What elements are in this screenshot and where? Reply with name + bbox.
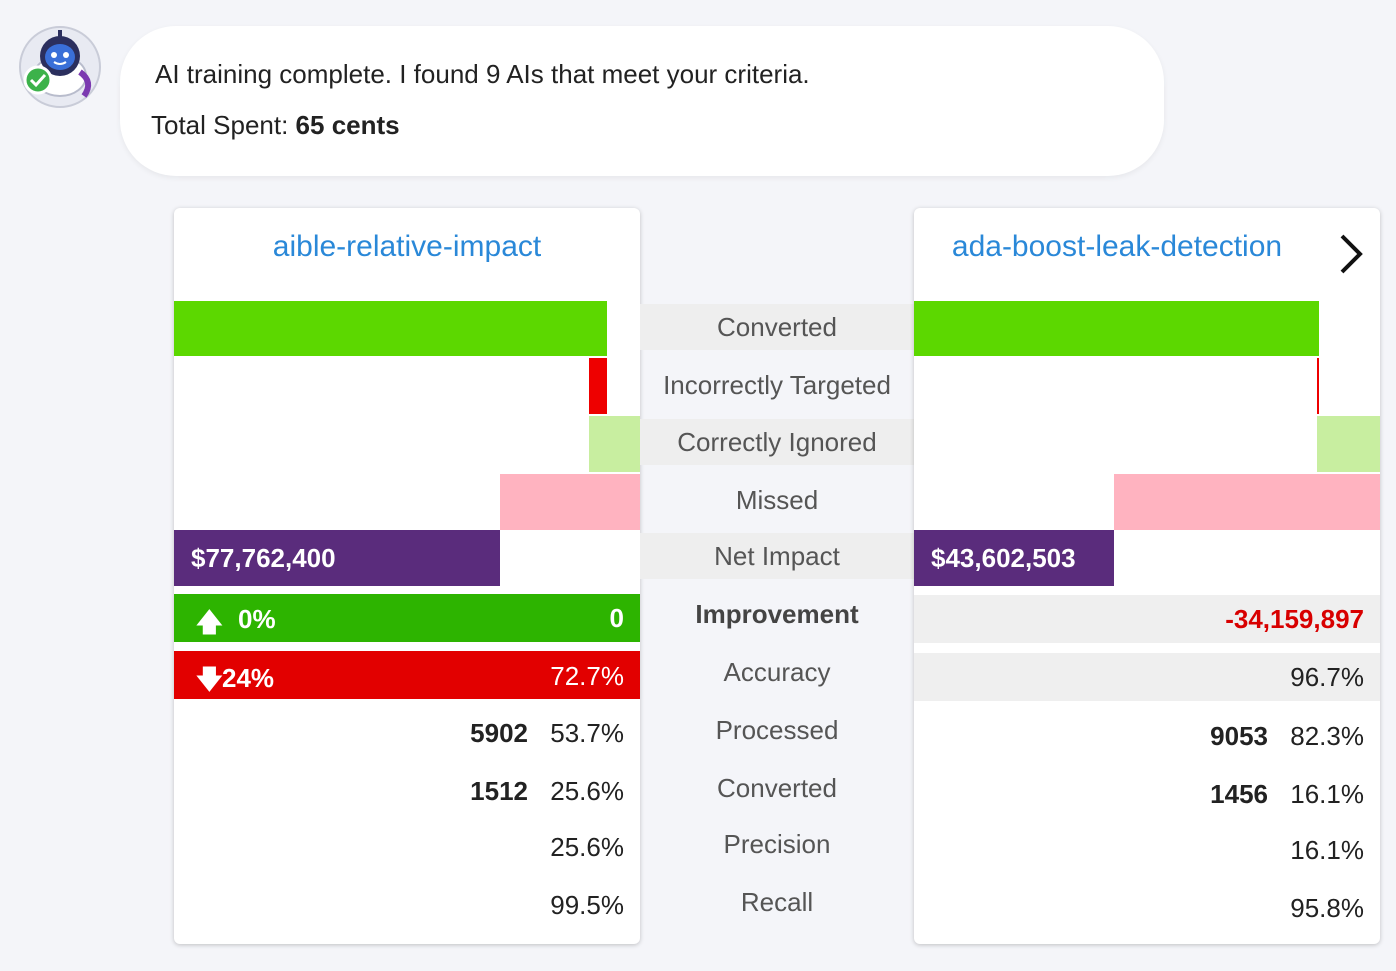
improvement-value: 0 xyxy=(609,603,624,633)
accuracy-value: 96.7% xyxy=(1290,662,1364,692)
message-text: AI training complete. I found 9 AIs that… xyxy=(155,59,810,89)
improvement-row: -34,159,897 xyxy=(914,595,1380,643)
processed-count: 9053 xyxy=(1210,721,1268,751)
correctly-ignored-bar xyxy=(1317,416,1380,472)
recall-value: 95.8% xyxy=(1290,893,1364,923)
incorrectly-targeted-bar xyxy=(588,358,608,414)
accuracy-row: 96.7% xyxy=(914,653,1380,701)
chevron-right-icon[interactable] xyxy=(1338,232,1364,276)
label-incorrectly-targeted: Incorrectly Targeted xyxy=(663,370,891,400)
processed-row: 5902 53.7% xyxy=(174,708,640,756)
label-correctly-ignored: Correctly Ignored xyxy=(640,419,914,465)
processed-row: 9053 82.3% xyxy=(914,711,1380,759)
precision-row: 25.6% xyxy=(174,822,640,870)
model-title-link[interactable]: aible-relative-impact xyxy=(272,230,542,263)
model-card-aible-relative-impact[interactable]: aible-relative-impact $77,762,400 🡅 0% 0… xyxy=(174,208,640,944)
processed-count: 5902 xyxy=(470,718,528,748)
converted-percent: 25.6% xyxy=(550,776,624,806)
incorrectly-targeted-bar xyxy=(1317,358,1320,414)
precision-row: 16.1% xyxy=(914,825,1380,873)
processed-percent: 53.7% xyxy=(550,718,624,748)
label-accuracy: Accuracy xyxy=(723,657,831,687)
label-missed: Missed xyxy=(735,485,819,515)
model-card-ada-boost-leak-detection[interactable]: ada-boost-leak-detection $43,602,503 -34… xyxy=(914,208,1380,944)
converted-bar xyxy=(174,301,608,356)
missed-bar xyxy=(1114,474,1380,530)
label-precision: Precision xyxy=(723,829,831,859)
recall-value: 99.5% xyxy=(550,890,624,920)
assistant-message-bubble: AI training complete. I found 9 AIs that… xyxy=(120,26,1164,176)
label-processed: Processed xyxy=(715,715,839,745)
converted-row: 1512 25.6% xyxy=(174,766,640,814)
correctly-ignored-bar xyxy=(588,416,640,472)
label-improvement: Improvement xyxy=(695,599,859,629)
converted-row: 1456 16.1% xyxy=(914,769,1380,817)
accuracy-row: 🡇 24% 72.7% xyxy=(174,651,640,699)
label-converted-count: Converted xyxy=(717,773,837,803)
recall-row: 95.8% xyxy=(914,883,1380,931)
converted-bar xyxy=(914,301,1320,356)
net-impact-value: $43,602,503 xyxy=(931,542,1076,573)
converted-count: 1512 xyxy=(470,776,528,806)
recall-row: 99.5% xyxy=(174,880,640,928)
arrow-down-icon: 🡇 xyxy=(196,664,223,694)
missed-bar xyxy=(500,474,640,530)
accuracy-value: 72.7% xyxy=(550,661,624,691)
precision-value: 25.6% xyxy=(550,832,624,862)
total-spent: Total Spent: 65 cents xyxy=(151,110,400,141)
net-impact-bar: $43,602,503 xyxy=(914,530,1115,586)
net-impact-value: $77,762,400 xyxy=(191,542,336,573)
label-recall: Recall xyxy=(740,887,814,917)
improvement-row: 🡅 0% 0 xyxy=(174,594,640,642)
converted-percent: 16.1% xyxy=(1290,779,1364,809)
precision-value: 16.1% xyxy=(1290,835,1364,865)
label-net-impact: Net Impact xyxy=(640,533,914,579)
converted-count: 1456 xyxy=(1210,779,1268,809)
accuracy-change-percent: 24% xyxy=(222,663,275,693)
total-spent-value: 65 cents xyxy=(295,110,400,140)
improvement-percent: 0% xyxy=(238,604,276,634)
total-spent-label: Total Spent: xyxy=(151,110,289,140)
model-title-link[interactable]: ada-boost-leak-detection xyxy=(951,230,1283,263)
improvement-value: -34,159,897 xyxy=(1225,604,1364,634)
net-impact-bar: $77,762,400 xyxy=(174,530,501,586)
arrow-up-icon: 🡅 xyxy=(196,607,223,637)
assistant-robot-avatar xyxy=(19,26,101,108)
processed-percent: 82.3% xyxy=(1290,721,1364,751)
label-converted: Converted xyxy=(640,304,914,350)
